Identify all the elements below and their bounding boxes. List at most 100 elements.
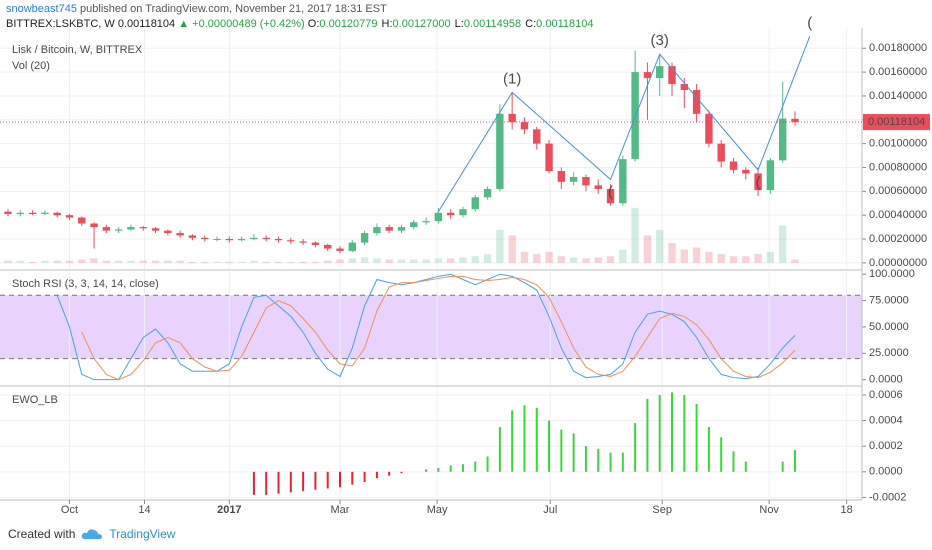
volume-bar (237, 261, 246, 263)
candle-body (778, 118, 787, 161)
candle-body (717, 143, 725, 162)
volume-title: Vol (20) (12, 60, 50, 72)
bar (437, 467, 440, 472)
candle-body (508, 113, 516, 123)
candle-body (594, 185, 602, 189)
bar (425, 469, 428, 472)
bar (781, 461, 784, 472)
volume-bar (582, 258, 590, 263)
volume-bar (631, 207, 639, 263)
bar (314, 471, 317, 490)
volume-bar (139, 260, 147, 263)
pane-title: EWO_LB (12, 394, 58, 406)
volume-bar (311, 261, 320, 263)
candle-body (668, 66, 676, 85)
candle-body (557, 171, 566, 182)
volume-bar (127, 260, 135, 263)
bar (707, 426, 710, 472)
volume-bar (114, 260, 123, 263)
bar (302, 471, 305, 492)
bar (793, 450, 796, 472)
bar (486, 456, 489, 472)
created-with: Created with (8, 527, 76, 541)
candle-body (139, 227, 147, 229)
symbol-line: BITTREX:LSKBTC, W 0.00118104 ▲ +0.000004… (6, 17, 597, 32)
x-tick-label: 18 (841, 504, 853, 516)
candle-body (496, 113, 504, 189)
bar (252, 471, 255, 495)
volume-bar (41, 260, 49, 263)
bar (658, 394, 661, 472)
candle-body (656, 66, 664, 79)
volume-bar (385, 259, 393, 263)
candle-body (471, 197, 479, 210)
brand[interactable]: TradingView (109, 527, 176, 541)
y-tick-label: 0.00080000 (869, 161, 927, 173)
bar (646, 398, 649, 472)
volume-bar (164, 260, 172, 263)
candle-body (619, 159, 627, 204)
candle-body (520, 122, 529, 130)
candle-body (237, 239, 246, 241)
series-line (56, 273, 796, 381)
bar (498, 426, 501, 472)
y-tick-label: 25.0000 (869, 347, 909, 359)
y-tick-label: 50.0000 (869, 321, 909, 333)
logo[interactable] (81, 527, 103, 541)
wave-line (437, 36, 811, 212)
candle-body (360, 233, 369, 243)
candle-body (188, 235, 197, 238)
candle-body (213, 239, 221, 241)
volume-bar (705, 251, 713, 263)
volume-bar (274, 261, 283, 263)
volume-bar (90, 258, 98, 263)
candle-body (262, 237, 270, 240)
candle-body (606, 188, 615, 204)
publisher[interactable]: snowbeast745 (6, 3, 77, 15)
x-tick-label: 2017 (217, 504, 241, 516)
bar (572, 433, 575, 472)
volume-bar (557, 256, 566, 263)
bar (560, 429, 563, 472)
volume-bar (742, 256, 750, 263)
candle-body (201, 237, 209, 240)
candle-body (569, 177, 578, 182)
volume-bar (65, 260, 74, 263)
change: ▲ +0.00000489 (+0.42%) (178, 18, 305, 30)
volume-bar (262, 261, 270, 263)
volume-bar (778, 225, 787, 263)
candle-body (692, 89, 701, 114)
volume-bar (287, 261, 295, 263)
last-price-box (863, 114, 930, 131)
candle-body (16, 212, 24, 214)
wave-label: ( (807, 14, 812, 31)
candle-body (348, 242, 356, 251)
candle-body (4, 211, 12, 214)
bar (671, 392, 674, 472)
ohlc-value: 0.00114958 (463, 18, 522, 30)
volume-bar (508, 235, 516, 263)
ohlc-key: C: (525, 18, 537, 30)
candle-body (78, 217, 86, 224)
volume-bar (606, 256, 615, 263)
candle-body (114, 229, 123, 231)
volume-bar (520, 251, 529, 263)
bar (339, 471, 342, 488)
volume-bar (717, 254, 725, 263)
candle-body (90, 223, 98, 228)
candle-body (151, 228, 160, 231)
bar (511, 410, 514, 472)
candle-body (65, 215, 74, 218)
published: published on TradingView.com, November 2… (80, 3, 387, 15)
ohlc: O:0.00120779 H:0.00127000 L:0.00114958 C:0.… (308, 18, 598, 30)
x-tick-label: May (427, 504, 448, 516)
volume-bar (348, 258, 356, 263)
volume-bar (176, 260, 184, 263)
y-tick-label: 0.0004 (869, 414, 903, 426)
y-tick-label: 0.00140000 (869, 90, 927, 102)
bar (744, 461, 747, 472)
volume-bar (410, 259, 418, 263)
candle-body (336, 248, 344, 251)
